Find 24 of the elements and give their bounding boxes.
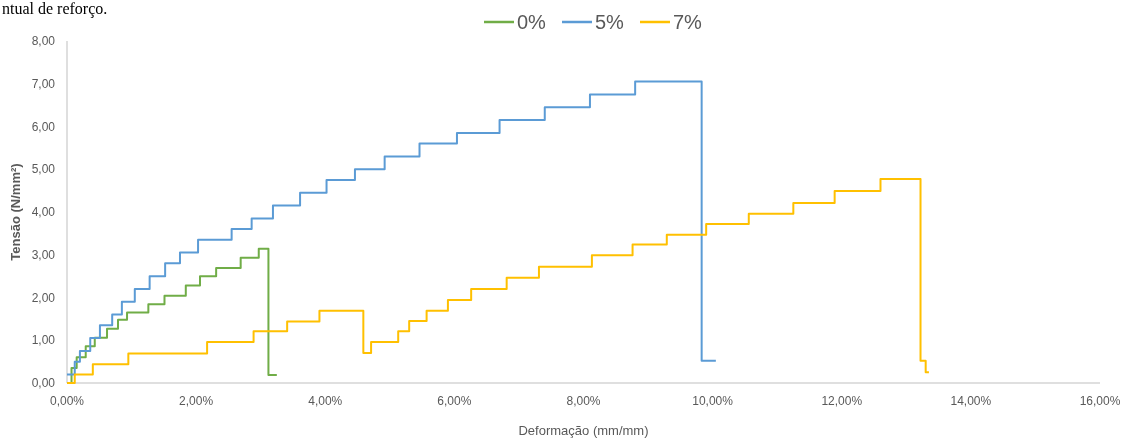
y-tick-label: 1,00	[31, 333, 56, 348]
legend-label: 0%	[517, 11, 547, 33]
x-tick-label: 14,00%	[950, 394, 992, 408]
x-axis-title: Deformação (mm/mm)	[518, 423, 649, 438]
x-tick-label: 10,00%	[692, 394, 734, 408]
x-tick-label: 16,00%	[1079, 394, 1121, 408]
x-tick-label: 0,00%	[49, 394, 85, 408]
x-tick-label: 6,00%	[437, 394, 472, 408]
legend-label: 5%	[595, 11, 625, 33]
y-axis-title: Tensão (N/mm²)	[8, 163, 23, 261]
y-tick-label: 8,00	[31, 34, 56, 49]
y-tick-label: 2,00	[31, 290, 56, 305]
y-tick-label: 0,00	[31, 376, 56, 391]
x-tick-label: 2,00%	[179, 394, 214, 408]
y-tick-label: 5,00	[31, 162, 56, 177]
x-tick-label: 8,00%	[566, 394, 601, 408]
y-tick-label: 3,00	[31, 247, 56, 262]
y-tick-label: 7,00	[31, 76, 56, 91]
x-tick-label: 4,00%	[308, 394, 343, 408]
y-tick-label: 4,00	[31, 205, 56, 220]
y-tick-label: 6,00	[31, 119, 56, 134]
legend-label: 7%	[673, 11, 703, 33]
x-tick-label: 12,00%	[821, 394, 863, 408]
text: ntual de reforço.	[2, 0, 108, 18]
